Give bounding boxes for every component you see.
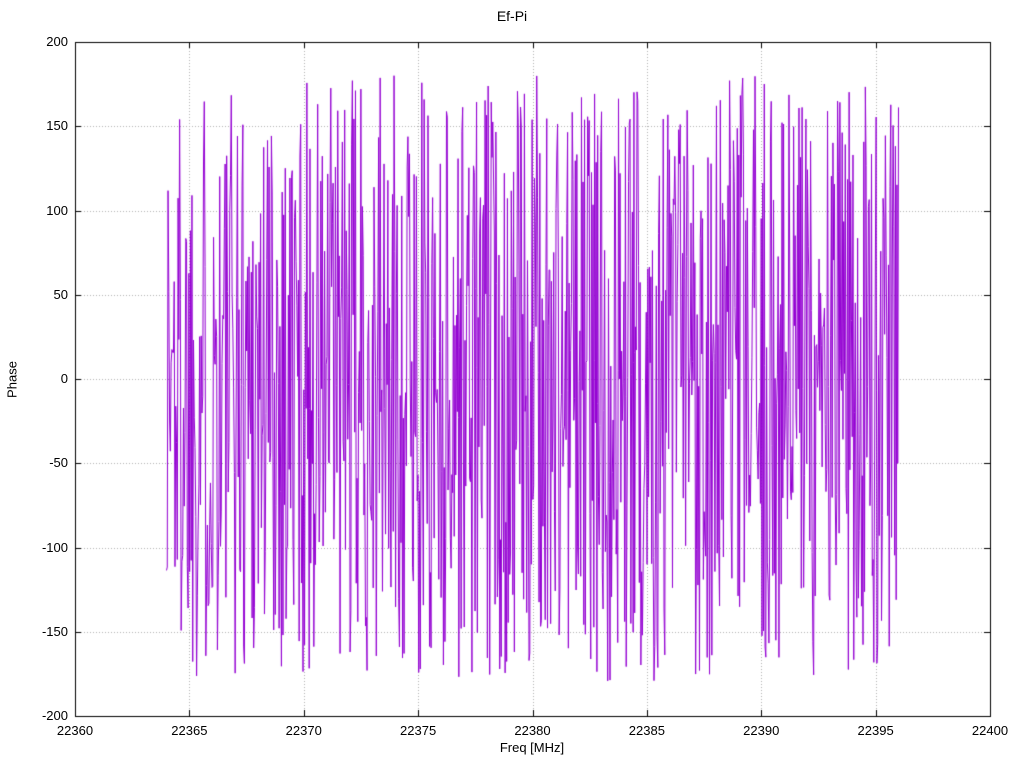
- y-tick-label: 50: [53, 286, 68, 302]
- y-tick-label: -50: [49, 455, 68, 471]
- x-tick-label: 22365: [171, 723, 208, 738]
- chart-title: Ef-Pi: [496, 8, 528, 24]
- y-tick-label: -200: [41, 708, 68, 723]
- x-axis-label: Freq [MHz]: [499, 740, 565, 755]
- x-tick-label: 22390: [743, 723, 780, 738]
- x-tick-label: 22375: [400, 723, 437, 738]
- y-tick-label: 100: [46, 202, 68, 218]
- y-tick-label: 200: [46, 34, 68, 49]
- x-tick-label: 22400: [971, 723, 1009, 738]
- y-tick-label: 150: [46, 118, 68, 134]
- x-tick-label: 22370: [285, 723, 322, 738]
- y-tick-label: -100: [41, 539, 68, 555]
- x-tick-label: 22380: [514, 723, 551, 738]
- x-tick-label: 22360: [56, 723, 94, 738]
- x-tick-label: 22395: [857, 723, 894, 738]
- x-tick-label: 22385: [628, 723, 665, 738]
- y-tick-label: -150: [41, 623, 68, 639]
- y-axis-label: Phase: [4, 361, 20, 398]
- y-tick-label: 0: [60, 371, 68, 386]
